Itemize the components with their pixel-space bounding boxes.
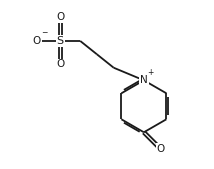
Text: −: − — [41, 28, 47, 37]
Text: O: O — [156, 144, 165, 154]
Text: O: O — [33, 36, 41, 46]
Text: +: + — [148, 68, 154, 77]
Text: O: O — [56, 13, 64, 22]
Text: N: N — [140, 75, 148, 85]
Text: O: O — [56, 59, 64, 69]
Text: S: S — [56, 36, 64, 46]
